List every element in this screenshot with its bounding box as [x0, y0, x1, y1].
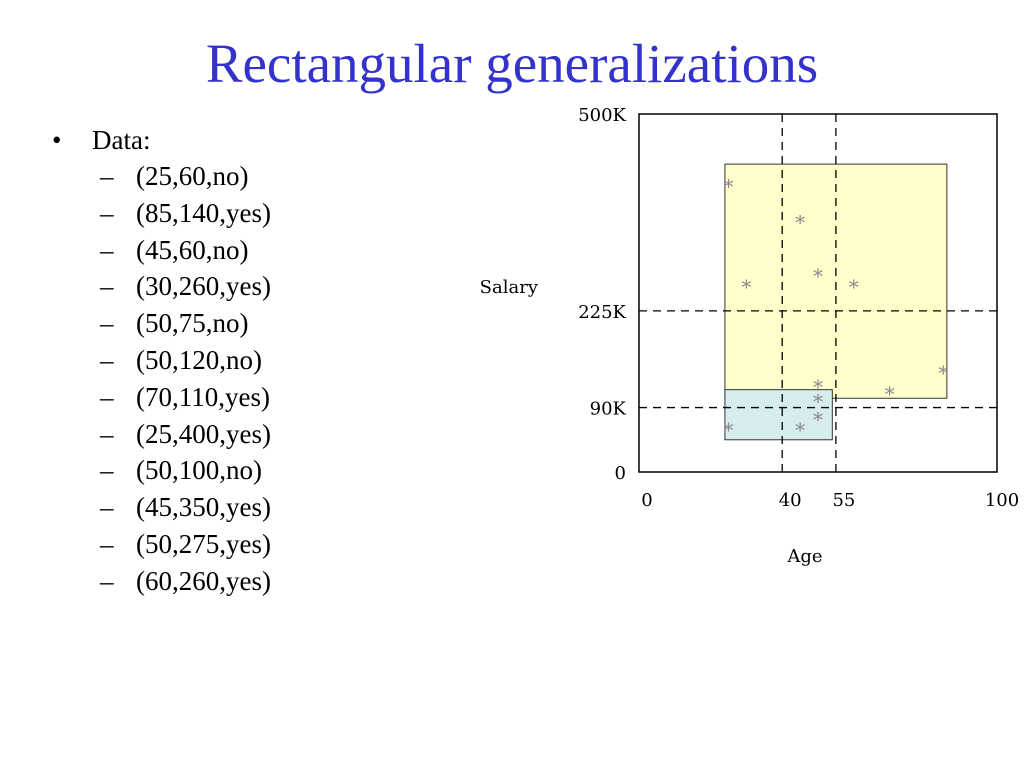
y-tick-label: 225K — [578, 302, 626, 323]
data-tuple-text: (85,140,yes) — [136, 197, 271, 228]
data-tuple-list: – (25,60,no) – (85,140,yes) – (45,60,no) – (30,… — [100, 161, 271, 603]
data-tuple-item: – (70,110,yes) — [100, 382, 271, 419]
data-tuple-text: (45,350,yes) — [136, 492, 271, 523]
data-point: * — [795, 418, 805, 442]
data-tuple-item: – (60,260,yes) — [100, 566, 271, 603]
data-point: * — [849, 275, 859, 299]
data-tuple-item: – (50,275,yes) — [100, 529, 271, 566]
y-tick-label: 500K — [578, 105, 626, 126]
sub-bullet-dash: – — [100, 308, 114, 339]
data-tuple-text: (50,120,no) — [136, 344, 262, 375]
data-tuple-item: – (25,400,yes) — [100, 419, 271, 456]
data-point: * — [938, 361, 948, 385]
plot-frame — [638, 113, 998, 473]
data-tuple-item: – (50,75,no) — [100, 308, 271, 345]
sub-bullet-dash: – — [100, 455, 114, 486]
data-point: * — [724, 175, 734, 199]
data-tuple-text: (50,275,yes) — [136, 528, 271, 559]
y-axis-label: Salary — [480, 277, 539, 298]
rectangle-no — [724, 389, 833, 441]
slide-title: Rectangular generalizations — [205, 33, 819, 94]
data-point: * — [813, 264, 823, 288]
data-point: * — [795, 210, 805, 234]
sub-bullet-dash: – — [100, 271, 114, 302]
data-tuple-item: – (85,140,yes) — [100, 198, 271, 235]
sub-bullet-dash: – — [100, 528, 114, 559]
data-tuple-item: – (25,60,no) — [100, 161, 271, 198]
data-tuple-text: (30,260,yes) — [136, 271, 271, 302]
sub-bullet-dash: – — [100, 234, 114, 265]
data-tuple-item: – (45,60,no) — [100, 235, 271, 272]
y-tick-label: 90K — [590, 399, 627, 420]
x-axis-label: Age — [786, 546, 822, 567]
data-point: * — [741, 275, 751, 299]
y-tick-label: 0 — [615, 463, 626, 484]
data-tuple-text: (50,100,no) — [136, 455, 262, 486]
data-point: * — [724, 418, 734, 442]
data-point: * — [813, 389, 823, 413]
sub-bullet-dash: – — [100, 492, 114, 523]
sub-bullet-dash: – — [100, 161, 114, 191]
data-tuple-text: (25,400,yes) — [136, 418, 271, 449]
x-tick-label: 55 — [832, 490, 855, 511]
bullet-data: • Data: — [52, 125, 271, 161]
data-tuple-text: (70,110,yes) — [136, 381, 270, 412]
bullet-label: Data: — [92, 125, 151, 155]
sub-bullet-dash: – — [100, 565, 114, 596]
sub-bullet-dash: – — [100, 418, 114, 449]
x-tick-label: 0 — [641, 490, 652, 511]
data-bullet-list: • Data: – (25,60,no) – (85,140,yes) – (45,60,… — [52, 125, 271, 603]
sub-bullet-dash: – — [100, 197, 114, 228]
x-tick-label: 40 — [779, 490, 802, 511]
data-point: * — [813, 375, 823, 399]
sub-bullet-dash: – — [100, 381, 114, 412]
data-tuple-item: – (30,260,yes) — [100, 271, 271, 308]
data-tuple-text: (60,260,yes) — [136, 565, 271, 596]
sub-bullet-dash: – — [100, 344, 114, 375]
data-point: * — [813, 407, 823, 431]
data-point: * — [885, 382, 895, 406]
data-tuple-text: (50,75,no) — [136, 308, 249, 339]
data-tuple-item: – (50,100,no) — [100, 455, 271, 492]
data-tuple-text: (25,60,no) — [136, 161, 249, 191]
data-tuple-text: (45,60,no) — [136, 234, 249, 265]
bullet-marker: • — [52, 125, 62, 155]
data-tuple-item: – (50,120,no) — [100, 345, 271, 382]
data-tuple-item: – (45,350,yes) — [100, 492, 271, 529]
x-tick-label: 100 — [985, 490, 1019, 511]
